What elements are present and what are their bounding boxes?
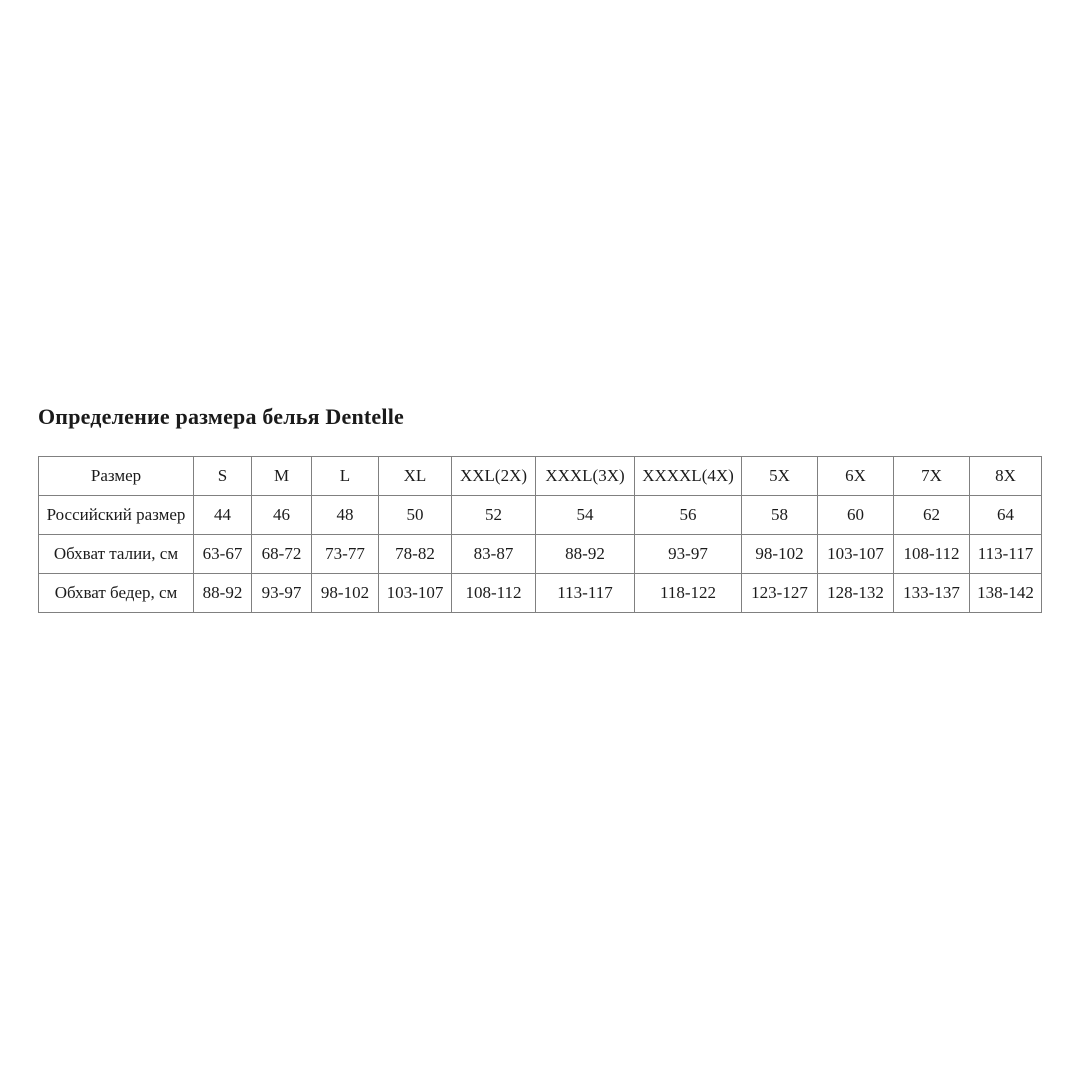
value-cell: 73-77	[311, 534, 379, 574]
value-cell: 54	[535, 495, 635, 535]
row-label-cell: Обхват талии, см	[38, 534, 194, 574]
size-cell: L	[311, 456, 379, 496]
value-cell: 78-82	[378, 534, 452, 574]
value-cell: 103-107	[378, 573, 452, 613]
value-cell: 48	[311, 495, 379, 535]
size-cell: XXXL(3X)	[535, 456, 635, 496]
size-cell: XXXXL(4X)	[634, 456, 742, 496]
value-cell: 113-117	[969, 534, 1042, 574]
row-label-cell: Размер	[38, 456, 194, 496]
size-cell: 5X	[741, 456, 818, 496]
value-cell: 46	[251, 495, 312, 535]
value-cell: 56	[634, 495, 742, 535]
value-cell: 60	[817, 495, 894, 535]
value-cell: 52	[451, 495, 536, 535]
value-cell: 118-122	[634, 573, 742, 613]
value-cell: 138-142	[969, 573, 1042, 613]
value-cell: 128-132	[817, 573, 894, 613]
value-cell: 50	[378, 495, 452, 535]
value-cell: 98-102	[311, 573, 379, 613]
size-cell: 6X	[817, 456, 894, 496]
size-cell: XXL(2X)	[451, 456, 536, 496]
value-cell: 98-102	[741, 534, 818, 574]
size-cell: XL	[378, 456, 452, 496]
value-cell: 108-112	[893, 534, 970, 574]
size-cell: 7X	[893, 456, 970, 496]
value-cell: 113-117	[535, 573, 635, 613]
table-row-hips: Обхват бедер, см 88-92 93-97 98-102 103-…	[38, 573, 1042, 613]
size-cell: 8X	[969, 456, 1042, 496]
value-cell: 64	[969, 495, 1042, 535]
value-cell: 62	[893, 495, 970, 535]
value-cell: 103-107	[817, 534, 894, 574]
row-label-cell: Обхват бедер, см	[38, 573, 194, 613]
value-cell: 123-127	[741, 573, 818, 613]
row-label-cell: Российский размер	[38, 495, 194, 535]
page-title: Определение размера белья Dentelle	[38, 404, 404, 429]
value-cell: 63-67	[193, 534, 252, 574]
value-cell: 83-87	[451, 534, 536, 574]
table-row-sizes: Размер S M L XL XXL(2X) XXXL(3X) XXXXL(4…	[38, 456, 1042, 496]
table-row-waist: Обхват талии, см 63-67 68-72 73-77 78-82…	[38, 534, 1042, 574]
table-row-russian-size: Российский размер 44 46 48 50 52 54 56 5…	[38, 495, 1042, 535]
value-cell: 68-72	[251, 534, 312, 574]
size-cell: S	[193, 456, 252, 496]
value-cell: 108-112	[451, 573, 536, 613]
value-cell: 88-92	[193, 573, 252, 613]
size-guide-section: Определение размера белья Dentelle Разме…	[38, 404, 1042, 613]
value-cell: 58	[741, 495, 818, 535]
size-table: Размер S M L XL XXL(2X) XXXL(3X) XXXXL(4…	[38, 456, 1042, 613]
value-cell: 93-97	[251, 573, 312, 613]
value-cell: 88-92	[535, 534, 635, 574]
value-cell: 93-97	[634, 534, 742, 574]
value-cell: 44	[193, 495, 252, 535]
value-cell: 133-137	[893, 573, 970, 613]
size-cell: M	[251, 456, 312, 496]
